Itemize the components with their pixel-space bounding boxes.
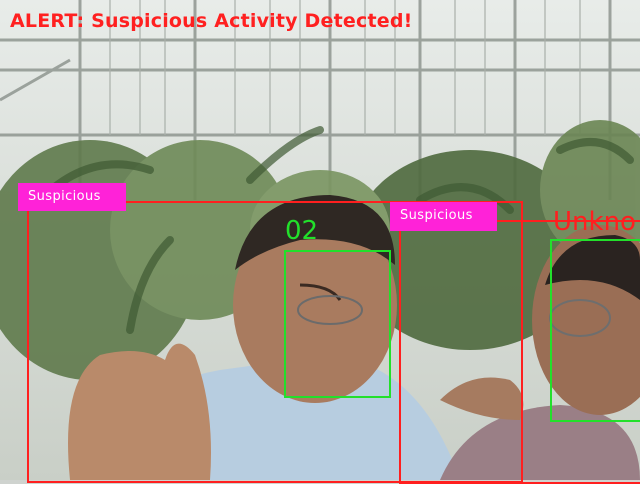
alert-banner: ALERT: Suspicious Activity Detected!: [10, 10, 413, 32]
suspicious-tag-right: Suspicious: [390, 202, 497, 231]
face-id-label: 02: [285, 216, 319, 246]
suspicious-tag-left: Suspicious: [18, 183, 126, 211]
face-name-label: Unkno: [553, 207, 636, 237]
face-box-left: [284, 250, 391, 398]
face-box-right: [550, 239, 640, 422]
